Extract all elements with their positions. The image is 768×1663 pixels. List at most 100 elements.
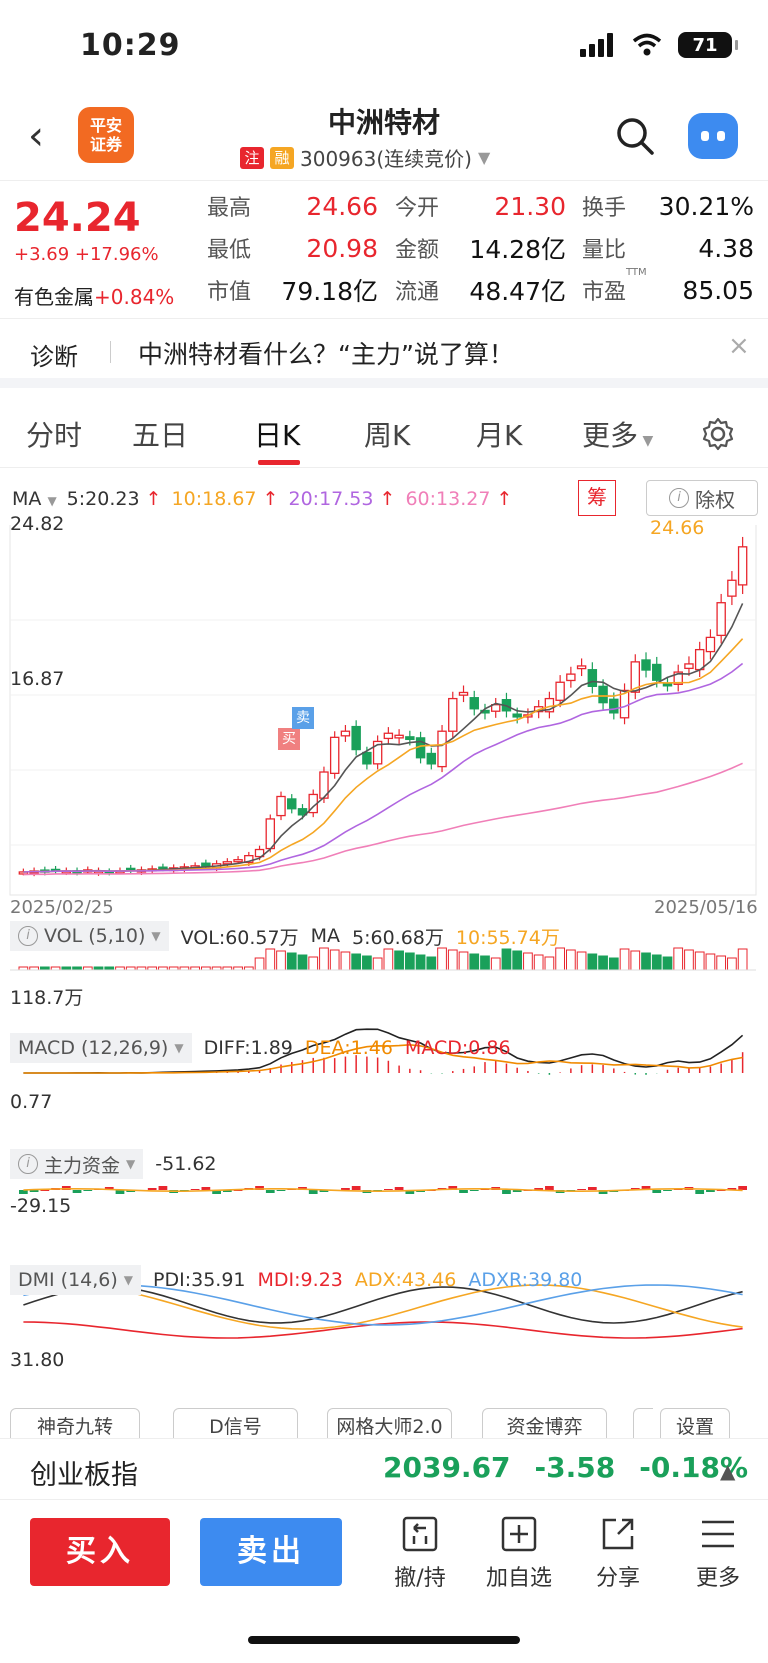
fund-bar [276, 1190, 286, 1191]
signal-icon [580, 33, 613, 57]
quote-label-5: 量比 [582, 238, 627, 263]
fund-bar [72, 1190, 82, 1193]
mdi-line [23, 1321, 743, 1339]
chip-capital-game[interactable]: 资金博弈 [482, 1408, 607, 1438]
tab-intraday[interactable]: 分时 [26, 419, 83, 452]
fund-bar [83, 1190, 93, 1191]
dmi-header: DMI (14,6) ▼ PDI:35.91 MDI:9.23 ADX:43.4… [10, 1265, 582, 1295]
quote-label-8: 市盈 [582, 280, 627, 305]
dmi-selector[interactable]: DMI (14,6) ▼ [10, 1265, 142, 1295]
chevron-up-icon[interactable]: ▲ [720, 1459, 736, 1483]
tab-weekly-k[interactable]: 周K [364, 419, 411, 452]
share-icon [602, 1518, 634, 1550]
share-button[interactable]: 分享 [578, 1514, 658, 1592]
candle-body [727, 579, 737, 597]
sell-button[interactable]: 卖出 [200, 1518, 342, 1586]
fund-bar [147, 1188, 157, 1190]
chip-grid-master[interactable]: 网格大师2.0 [327, 1408, 452, 1438]
candle-body [490, 704, 501, 712]
chip-distribution-button[interactable]: 筹 [578, 480, 616, 516]
volume-bar [512, 950, 523, 971]
fund-bar [738, 1186, 747, 1190]
more-button[interactable]: 更多 [678, 1514, 758, 1592]
index-value: 2039.67 [383, 1451, 511, 1484]
chevron-down-icon: ▼ [126, 1157, 136, 1171]
volume-bar [372, 957, 383, 971]
chevron-down-icon: ▼ [47, 494, 57, 508]
search-icon[interactable] [614, 115, 656, 157]
candle-body [684, 663, 694, 670]
back-icon[interactable]: ‹ [28, 113, 44, 159]
quote-label-3: 最低 [207, 238, 252, 263]
candle-body [673, 671, 683, 685]
ma5-line [23, 603, 744, 873]
candle-body [426, 752, 437, 765]
sell-signal-mark[interactable]: 卖 [292, 707, 314, 729]
volume-bar [533, 954, 544, 971]
volume-bar [662, 956, 673, 971]
candle-body [244, 854, 254, 864]
chip-d-signal[interactable]: D信号 [173, 1408, 298, 1438]
quote-label-1: 今开 [395, 196, 440, 221]
ma20-line [23, 662, 744, 873]
buy-button[interactable]: 买入 [30, 1518, 170, 1586]
volume-bar [319, 947, 329, 971]
ai-assistant-icon[interactable] [688, 113, 738, 159]
fund-selector[interactable]: i 主力资金 ▼ [10, 1149, 144, 1179]
add-watchlist-button[interactable]: 加自选 [479, 1514, 559, 1592]
tab-five-day[interactable]: 五日 [132, 419, 189, 452]
period-tabs: 分时 五日 日K 周K 月K 更多 ▼ [0, 398, 768, 468]
diagnosis-text: 中洲特材看什么？“主力”说了算！ [138, 340, 514, 369]
chip-settings[interactable]: 设置 [660, 1408, 730, 1438]
chevron-down-icon: ▼ [123, 1273, 134, 1287]
cancel-hold-button[interactable]: 撤/持 [380, 1514, 460, 1592]
chip-magic-nine[interactable]: 神奇九转 [10, 1408, 140, 1438]
quote-label-0: 最高 [207, 196, 252, 221]
volume-bar [308, 956, 319, 971]
volume-bar [329, 949, 340, 971]
diagnosis-banner[interactable]: 诊断 中洲特材看什么？“主力”说了算！ × [0, 318, 768, 388]
quote-label-2: 换手 [582, 196, 627, 221]
candle-body [458, 691, 469, 696]
volume-bar [673, 947, 684, 971]
chart-area[interactable]: 24.82 16.87 24.66 2025/02/25 2025/05/16 … [0, 504, 768, 1425]
chevron-down-icon[interactable]: ▼ [477, 148, 491, 167]
volume-bar [340, 951, 351, 971]
fund-bar [233, 1190, 243, 1191]
macd-selector[interactable]: MACD (12,26,9) ▼ [10, 1033, 192, 1063]
sector-info[interactable]: 有色金属+0.84% [14, 285, 175, 309]
volume-bar [490, 957, 501, 971]
tab-daily-k[interactable]: 日K [254, 419, 301, 452]
indicator-chips: 神奇九转 D信号 网格大师2.0 资金博弈 设置 [10, 1408, 768, 1438]
index-pct: -0.18% [639, 1451, 749, 1484]
tab-more[interactable]: 更多 ▼ [582, 419, 654, 452]
tab-monthly-k[interactable]: 月K [476, 419, 523, 452]
candle-body [297, 808, 308, 816]
quote-label-6: 市值 [207, 280, 252, 305]
volume-bar [598, 955, 608, 971]
candle-body [716, 602, 726, 637]
vol-selector[interactable]: i VOL (5,10) ▼ [10, 921, 169, 951]
candle-body [598, 685, 608, 704]
current-price: 24.24 [14, 195, 141, 241]
close-icon[interactable]: × [728, 331, 750, 361]
ma-selector[interactable]: MA ▼ [12, 488, 57, 510]
stock-charts[interactable] [0, 504, 768, 1425]
volume-bar [415, 954, 426, 971]
volume-bar [727, 957, 737, 971]
active-tab-indicator [258, 460, 300, 465]
fund-bar [630, 1188, 640, 1190]
date-start: 2025/02/25 [10, 897, 114, 918]
gear-icon[interactable] [700, 416, 736, 452]
buy-signal-mark[interactable]: 买 [278, 728, 300, 750]
ex-rights-button[interactable]: i 除权 [646, 480, 758, 516]
candle-body [469, 697, 479, 710]
status-bar: 10:29 71 [0, 0, 768, 95]
quote-value-5: 4.38 [698, 233, 754, 263]
fund-bar [341, 1188, 350, 1190]
fund-bar [201, 1187, 211, 1190]
index-ticker[interactable]: 创业板指 2039.67 -3.58 -0.18% ▲ [0, 1438, 768, 1500]
date-end: 2025/05/16 [654, 897, 758, 918]
volume-bar [630, 950, 641, 971]
candle-body [737, 546, 748, 586]
